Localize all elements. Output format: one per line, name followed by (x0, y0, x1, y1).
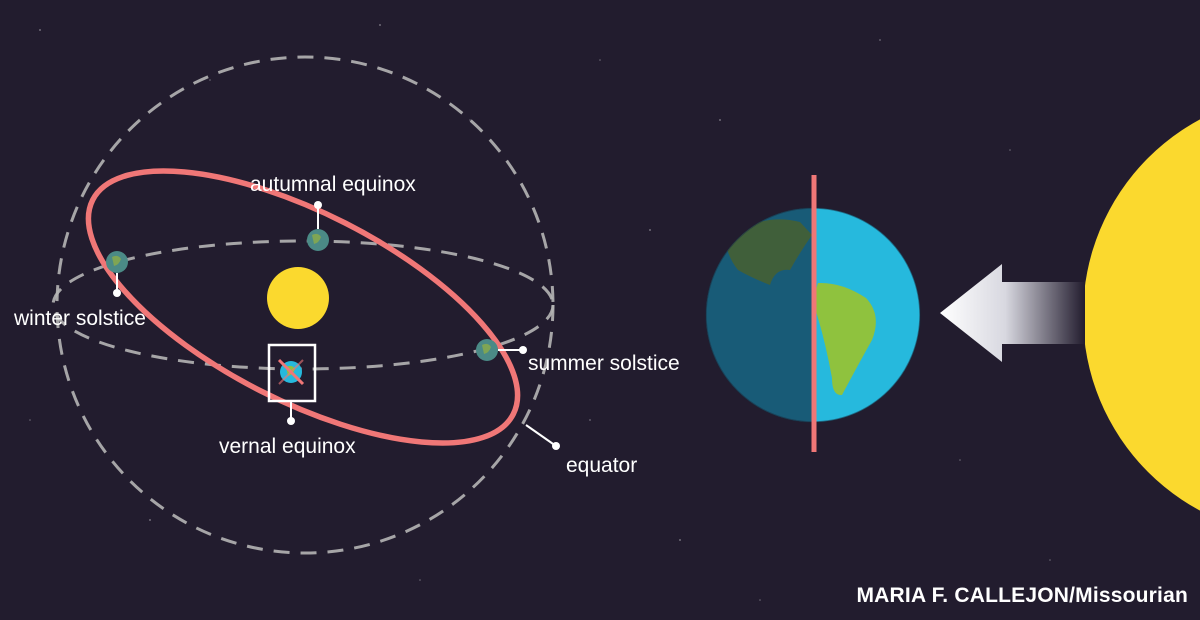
equator-ring (85, 168, 521, 446)
earth-icon-autumnal (307, 229, 329, 251)
photo-credit: MARIA F. CALLEJON/Missourian (856, 584, 1188, 607)
earth-icon-winter (106, 251, 128, 273)
earth-icon-summer (476, 339, 498, 361)
label-winter-solstice: winter solstice (14, 307, 146, 330)
leader-lines (113, 201, 560, 450)
label-summer-solstice: summer solstice (528, 352, 680, 375)
label-autumnal-equinox: autumnal equinox (250, 173, 416, 196)
sun-icon (267, 267, 329, 329)
label-vernal-equinox: vernal equinox (219, 435, 356, 458)
orbit-ellipse (51, 239, 555, 371)
big-earth (705, 207, 921, 423)
arrow-icon (940, 264, 1085, 362)
label-equator: equator (566, 454, 638, 477)
earth-icon-vernal (277, 358, 305, 386)
stars (29, 24, 1051, 601)
big-sun (1083, 119, 1200, 511)
